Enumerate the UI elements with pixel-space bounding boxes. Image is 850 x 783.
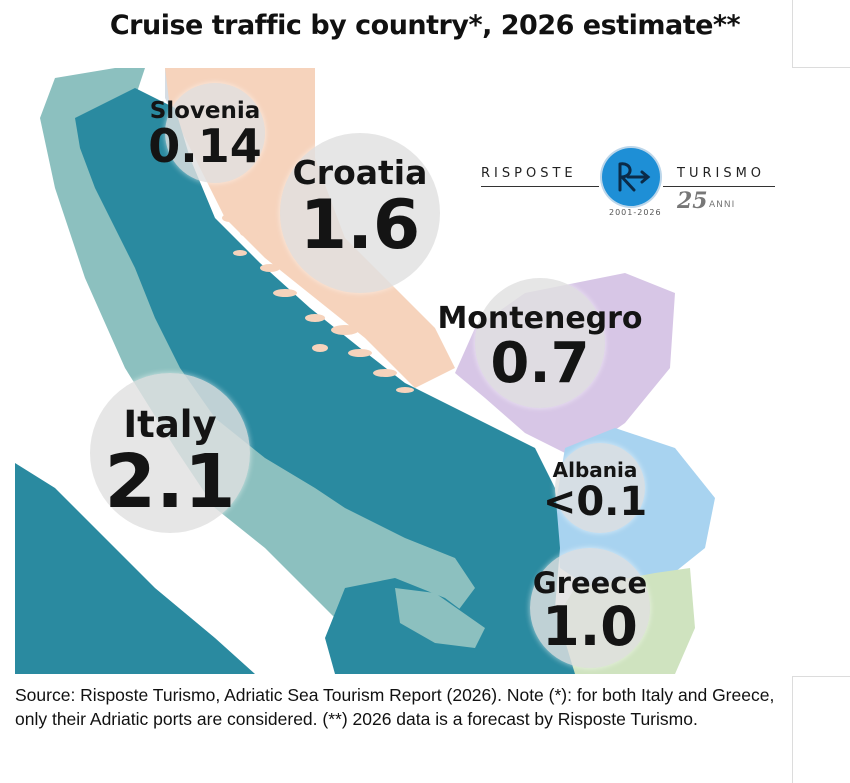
island xyxy=(222,214,238,222)
adriatic-sea xyxy=(75,88,575,674)
frame-line-bottom xyxy=(792,676,793,783)
island xyxy=(273,289,297,297)
logo-right-word: TURISMO xyxy=(677,166,766,181)
heel-land xyxy=(395,588,485,648)
island xyxy=(312,344,328,352)
adriatic-map: Slovenia 0.14 Croatia 1.6 Montenegro 0.7… xyxy=(15,68,795,674)
map-title: Cruise traffic by country*, 2026 estimat… xyxy=(109,10,741,41)
country-value-greece: 1.0 xyxy=(542,595,638,658)
risposte-turismo-logo: RISPOSTE TURISMO 2001-2026 25 ANNI xyxy=(477,146,792,228)
logo-years: 2001-2026 xyxy=(609,208,662,217)
country-value-slovenia: 0.14 xyxy=(148,119,262,173)
island xyxy=(396,387,414,393)
label-greece: Greece 1.0 xyxy=(520,566,660,654)
southwest-sea xyxy=(15,463,255,674)
label-montenegro: Montenegro 0.7 xyxy=(425,301,655,392)
logo-anniversary: 25 xyxy=(677,188,708,214)
frame-line-bottom-h xyxy=(792,676,850,677)
country-name-slovenia: Slovenia xyxy=(149,98,261,124)
country-value-croatia: 1.6 xyxy=(299,186,421,265)
source-note: Source: Risposte Turismo, Adriatic Sea T… xyxy=(15,685,775,729)
country-name-croatia: Croatia xyxy=(292,153,428,192)
label-slovenia: Slovenia 0.14 xyxy=(140,98,270,173)
frame-line-top xyxy=(792,0,793,68)
bubble-montenegro xyxy=(475,278,605,408)
island xyxy=(260,264,280,272)
island xyxy=(240,229,260,237)
frame-line-top-h xyxy=(792,67,850,68)
logo-line-left xyxy=(481,186,599,187)
country-name-albania: Albania xyxy=(552,458,638,482)
logo-line-right xyxy=(663,186,775,187)
label-italy: Italy 2.1 xyxy=(85,403,255,525)
island xyxy=(233,250,247,256)
bubble-albania xyxy=(555,443,645,533)
label-albania: Albania <0.1 xyxy=(530,458,660,522)
bubble-greece xyxy=(530,548,650,668)
country-value-albania: <0.1 xyxy=(542,479,648,525)
island xyxy=(373,369,397,377)
island xyxy=(331,325,359,335)
bubble-italy xyxy=(90,373,250,533)
bubble-croatia xyxy=(280,133,440,293)
logo-anniversary-word: ANNI xyxy=(709,200,736,210)
island xyxy=(348,349,372,357)
logo-emblem xyxy=(602,148,660,206)
country-name-montenegro: Montenegro xyxy=(437,301,643,336)
logo-monogram-icon xyxy=(618,162,651,192)
label-croatia: Croatia 1.6 xyxy=(270,153,450,260)
country-value-italy: 2.1 xyxy=(104,439,236,525)
island xyxy=(305,314,325,322)
bubble-slovenia xyxy=(165,83,265,183)
country-value-montenegro: 0.7 xyxy=(490,331,590,396)
logo-left-word: RISPOSTE xyxy=(481,166,577,181)
country-name-italy: Italy xyxy=(123,403,217,446)
country-name-greece: Greece xyxy=(532,566,648,600)
